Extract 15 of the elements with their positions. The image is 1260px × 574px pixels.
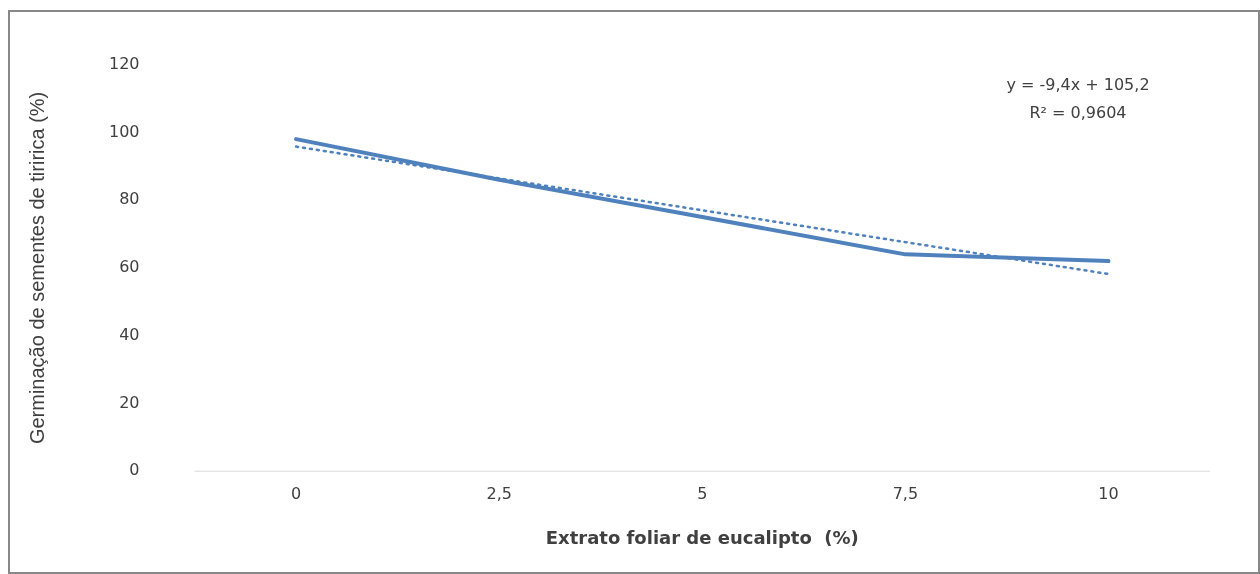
x-tick-label: 7,5 (892, 483, 919, 503)
y-tick-label: 100 (108, 121, 140, 141)
annotation: y = -9,4x + 105,2 R² = 0,9604 (1006, 75, 1150, 123)
x-tick-label: 10 (1098, 483, 1119, 503)
x-axis-title: Extrato foliar de eucalipto (%) (545, 526, 859, 548)
y-tick-label: 60 (119, 257, 140, 277)
y-axis-title: Germinação de sementes de tiririca (%) (25, 91, 48, 445)
x-tick-label: 0 (290, 483, 302, 503)
y-tick-label: 80 (119, 189, 140, 209)
y-tick-label: 20 (119, 392, 140, 412)
y-tick-label: 120 (108, 53, 140, 73)
x-tick-label: 5 (697, 483, 708, 503)
y-tick-label: 40 (119, 324, 140, 344)
x-tick-label: 2,5 (486, 483, 512, 503)
y-tick-label: 0 (129, 460, 140, 480)
